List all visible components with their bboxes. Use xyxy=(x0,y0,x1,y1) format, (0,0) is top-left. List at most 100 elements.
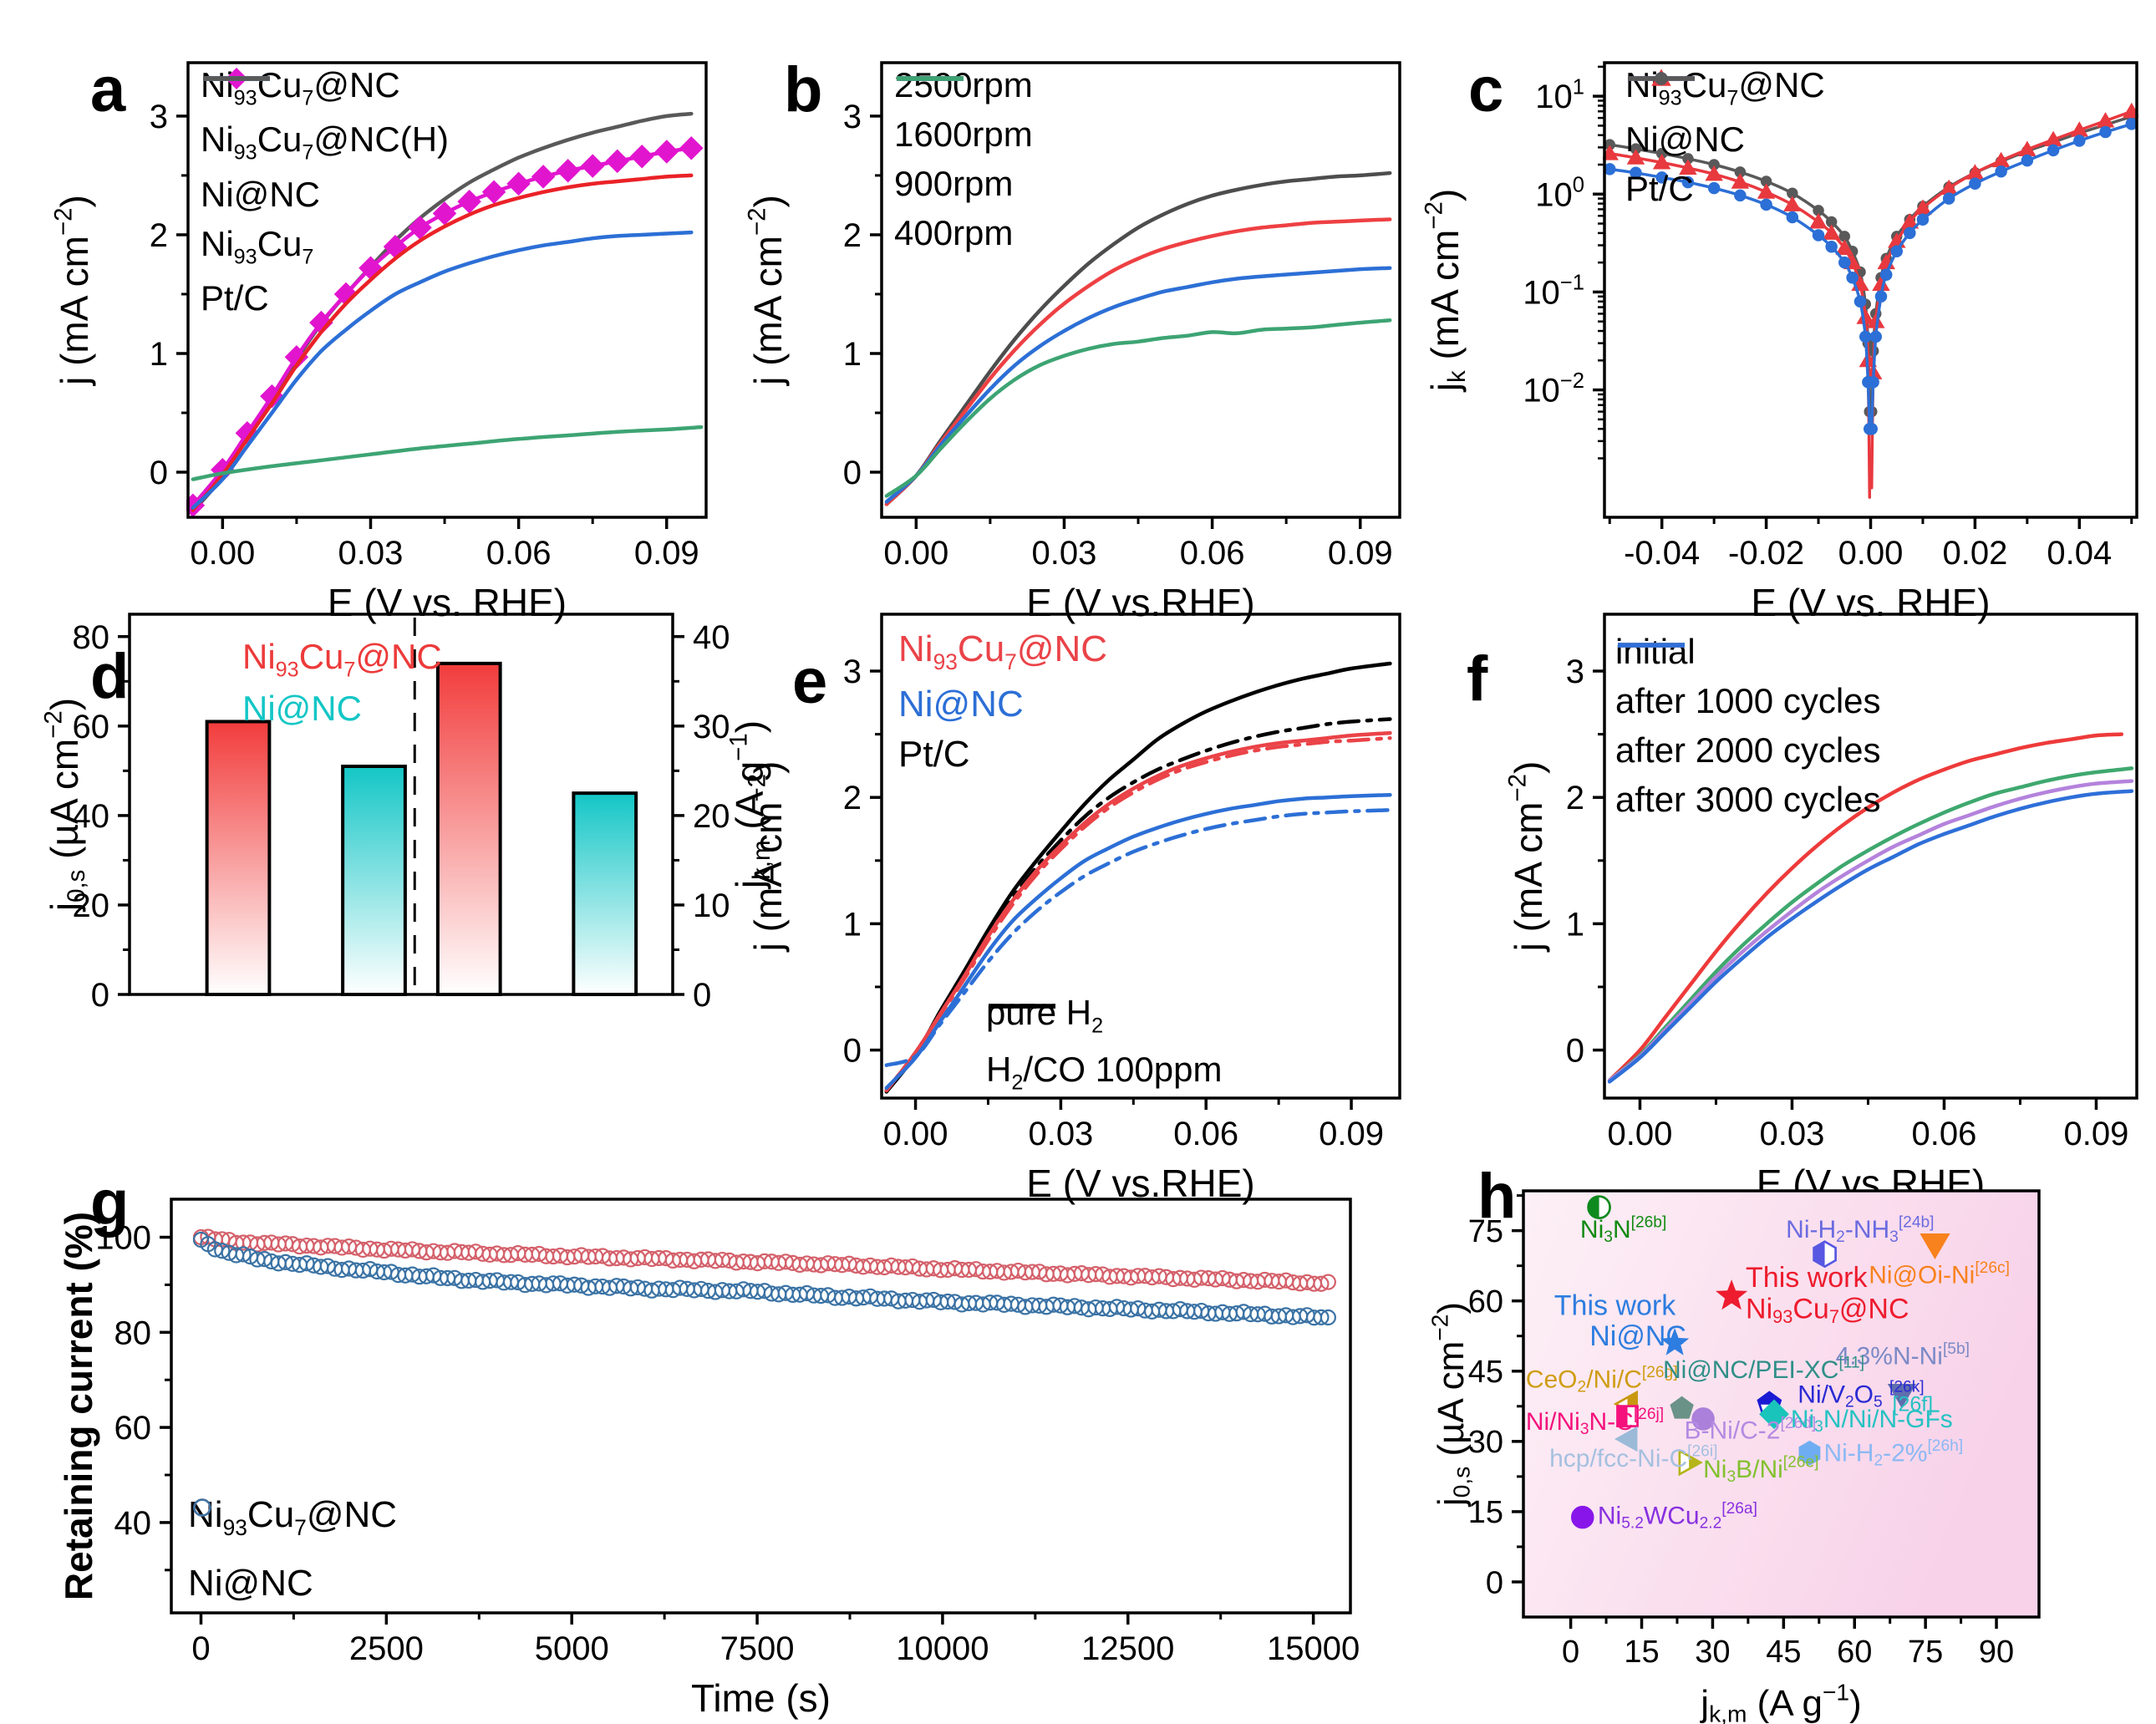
panel-a: a 0.00 0.03 0.06 0.09 0 1 2 3 E (V vs. RHE) j (mA… xyxy=(50,25,719,624)
plot-frame xyxy=(1603,61,2138,519)
marker-circle xyxy=(1571,1505,1594,1529)
y-tick-left: 40 xyxy=(73,798,110,835)
scatter-point xyxy=(1920,1233,1950,1259)
x-tick: 15 xyxy=(1624,1635,1659,1670)
y-tick-left: 0 xyxy=(91,977,109,1014)
scatter-label: Ni@NC xyxy=(1589,1320,1686,1352)
y-tick: 10−1 xyxy=(1523,272,1584,312)
marker-circle xyxy=(1838,256,1851,269)
plot-frame xyxy=(170,1198,1352,1615)
marker-star xyxy=(1660,1328,1690,1355)
marker-circle xyxy=(1916,213,1930,226)
marker-diamond xyxy=(506,171,531,196)
scatter-label: Ni@NC/PEI-XC[11] xyxy=(1663,1355,1864,1385)
x-tick: 10000 xyxy=(896,1630,989,1667)
panel-d: d 0 20 40 60 80 0 10 20 30 40 j0,s (µA cm−2) jk,m (… xyxy=(40,602,775,1153)
x-axis-title: Time (s) xyxy=(691,1676,831,1720)
marker-square xyxy=(1617,1406,1628,1426)
legend: initial after 1000 cycles after 2000 cycle… xyxy=(1615,632,1881,820)
series-group xyxy=(192,1228,1336,1326)
legend-label: Ni@NC xyxy=(1625,120,1745,160)
marker-tri-up xyxy=(1835,239,1854,255)
legend-label: 2500rpm xyxy=(894,65,1033,104)
y-tick: 80 xyxy=(114,1315,152,1351)
legend-item: after 2000 cycles xyxy=(1615,643,1881,770)
marker-tri-up xyxy=(1783,196,1802,211)
y-tick: 101 xyxy=(1535,75,1584,115)
y-tick: 3 xyxy=(843,99,862,135)
legend-item: Ni93Cu7@NC xyxy=(242,637,442,682)
marker-tri-up xyxy=(1822,224,1841,240)
legend: Ni93Cu7@NC Ni@NC Pt/C xyxy=(1625,65,1825,209)
marker-diamond xyxy=(481,180,506,205)
y-axis-title: jk (mA cm−2) xyxy=(1421,189,1471,394)
series xyxy=(1607,732,2124,1083)
panel-b: b 0.00 0.03 0.06 0.09 0 1 2 3 E (V vs.RHE) j (mA … xyxy=(744,25,1412,624)
legend-item: after 1000 cycles xyxy=(1615,643,1881,721)
marker-circle xyxy=(1681,175,1695,189)
plot-background xyxy=(1523,1191,2039,1617)
scatter-label: Ni@Oi-Ni[26c] xyxy=(1869,1259,2010,1289)
series xyxy=(191,230,694,510)
marker-circle xyxy=(1865,422,1878,435)
x-tick: 0.06 xyxy=(1173,1116,1238,1152)
y-tick: 3 xyxy=(843,653,862,690)
marker-circle xyxy=(1890,245,1903,258)
series xyxy=(1607,766,2134,1083)
y-tick: 3 xyxy=(1566,653,1584,690)
panel-g-chart: 0 2500 5000 7500 10000 12500 15000 40 60 80 100 Tim… xyxy=(57,1198,1360,1720)
marker-diamond xyxy=(605,149,629,174)
plot-frame xyxy=(1603,613,2138,1100)
y-axis-title: j (mA cm−2) xyxy=(744,195,790,387)
panel-letter-g: g xyxy=(90,1167,130,1238)
legend-item: Ni@NC xyxy=(201,76,449,215)
scatter-point xyxy=(1614,1426,1638,1452)
x-axis-title: E (V vs. RHE) xyxy=(1751,581,1990,624)
panel-g: g 0 2500 5000 7500 10000 12500 15000 40 60 80 100 T… xyxy=(50,1162,1437,1721)
y-tick: 10−2 xyxy=(1523,369,1584,409)
marker-circle xyxy=(1969,177,1981,190)
legend: Ni93Cu7@NC Ni@NC Pt/C xyxy=(898,628,1107,776)
legend-label: Ni93Cu7@NC xyxy=(242,637,442,682)
x-tick: 2500 xyxy=(349,1630,424,1667)
scatter-point xyxy=(1660,1328,1690,1355)
marker-circle xyxy=(1734,189,1747,202)
panel-f: f 0.00 0.03 0.06 0.09 0 1 2 3 E (V vs.RHE) j (mA … xyxy=(1425,602,2143,1205)
legend-label: Pt/C xyxy=(1625,169,1694,209)
legend-item: Pt/C xyxy=(201,76,449,318)
legend-item: H2/CO 100ppm xyxy=(986,1004,1223,1095)
x-tick: 0.06 xyxy=(486,535,552,572)
scatter-label: Ni/V2O5 [26k] xyxy=(1798,1379,1924,1411)
y-tick: 1 xyxy=(1566,906,1584,943)
panel-c-chart: -0.04 -0.02 0.00 0.02 0.04 10−2 10−1 100 101 E (V… xyxy=(1421,61,2138,624)
scatter-label: 4.3%N-Ni[5b] xyxy=(1836,1340,1970,1371)
scatter-point xyxy=(1798,1440,1821,1466)
legend-label: H2/CO 100ppm xyxy=(986,1050,1223,1095)
x-tick: 0.06 xyxy=(1912,1116,1977,1152)
series xyxy=(1607,779,2134,1083)
panel-letter-h: h xyxy=(1477,1161,1517,1232)
y-tick: 0 xyxy=(1566,1033,1584,1070)
legend-item: Pt/C xyxy=(898,734,1107,776)
marker-diamond xyxy=(531,165,556,189)
y-tick: 0 xyxy=(843,1033,862,1070)
legend-label: Ni@NC xyxy=(201,174,320,214)
y-axis-title-right: jk,m (A g−1) xyxy=(725,720,775,890)
marker-circle xyxy=(1867,376,1879,389)
marker-tri-down xyxy=(1920,1233,1950,1259)
y-tick: 40 xyxy=(114,1505,152,1542)
series xyxy=(884,792,1392,1091)
marker-circle xyxy=(2073,135,2086,147)
series xyxy=(1864,102,2138,490)
marker-tri-up xyxy=(1626,149,1645,165)
y-tick: 2 xyxy=(843,217,862,254)
marker-diamond xyxy=(457,189,481,214)
marker-diamond xyxy=(1759,1399,1789,1430)
y-tick: 60 xyxy=(1468,1284,1503,1320)
legend-item: after 3000 cycles xyxy=(1615,643,1881,820)
y-tick-left: 60 xyxy=(73,709,110,745)
marker-tri-right xyxy=(1678,1448,1703,1477)
marker-tri-right xyxy=(1689,1456,1701,1469)
marker-circle xyxy=(1874,290,1888,303)
scatter-labels: Ni3N[26b] Ni-H2-NH3[24b]Ni@Oi-Ni[26c]This… xyxy=(1526,1213,2010,1532)
